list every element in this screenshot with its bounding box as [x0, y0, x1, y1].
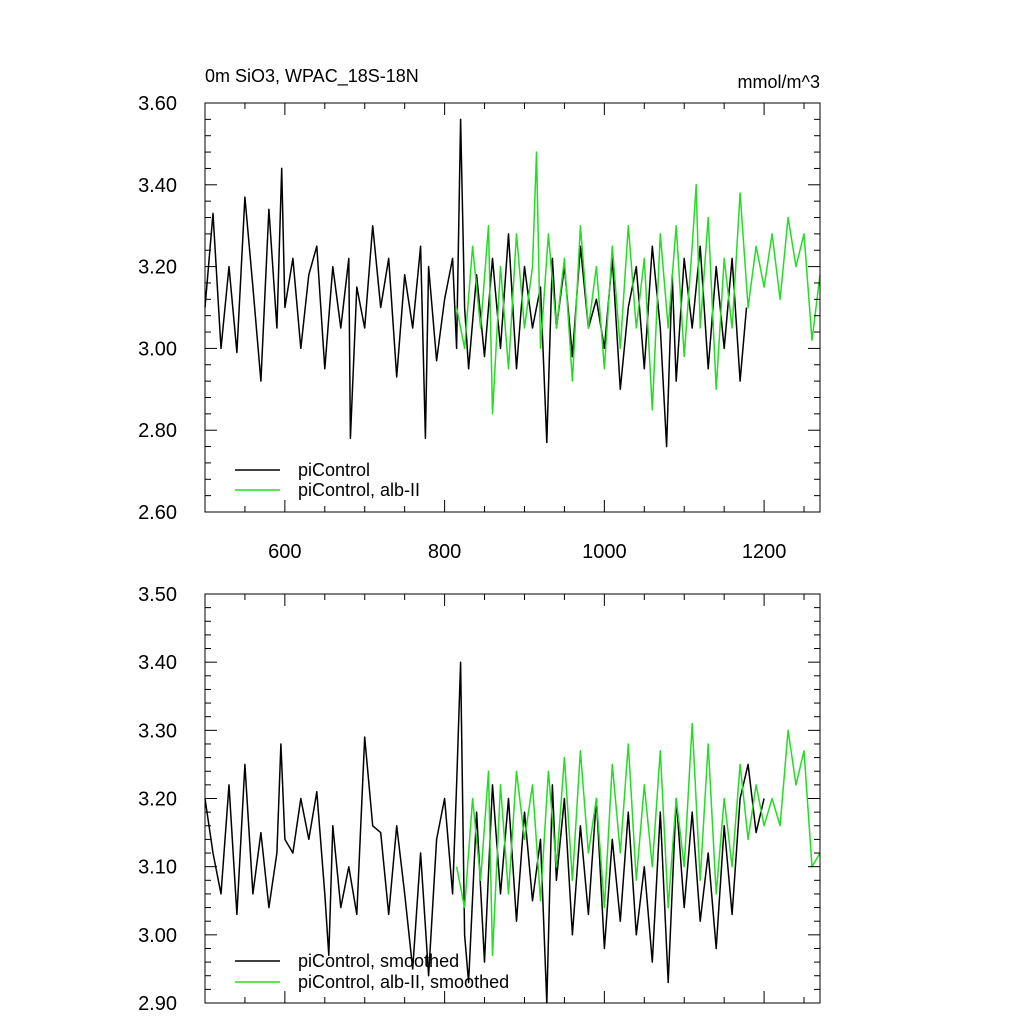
top-x-tick-label: 600	[268, 541, 301, 563]
top-y-tick-label: 3.40	[138, 175, 177, 197]
bottom-series-group	[204, 661, 821, 1004]
bottom-y-tick-label: 3.10	[138, 857, 177, 879]
bottom-y-tick-label: 3.50	[138, 584, 177, 606]
top-series-line-1	[455, 151, 821, 415]
legend-label-picontrol-alb-ii-smoothed: piControl, alb-II, smoothed	[298, 972, 509, 992]
units-label: mmol/m^3	[738, 72, 820, 92]
top-y-tick-label: 2.80	[138, 420, 177, 442]
bottom-panel: 2.90 3.00 3.10 3.20 3.30 3.40 3.50 piControl, …	[138, 584, 821, 1015]
legend-label-picontrol-alb-ii: piControl, alb-II	[298, 480, 420, 500]
top-y-tick-label: 3.20	[138, 257, 177, 279]
legend-label-picontrol-smoothed: piControl, smoothed	[298, 951, 459, 971]
bottom-y-tick-label: 3.20	[138, 789, 177, 811]
top-panel: 0m SiO3, WPAC_18S-18N mmol/m^3 2.60 2.80 3…	[138, 66, 821, 563]
bottom-y-tick-label: 3.30	[138, 720, 177, 742]
bottom-y-tick-label: 3.00	[138, 925, 177, 947]
legend-label-picontrol: piControl	[298, 460, 370, 480]
top-y-tick-label: 2.60	[138, 502, 177, 524]
bottom-legend: piControl, smoothed piControl, alb-II, s…	[235, 951, 509, 992]
top-x-tick-label: 1000	[582, 541, 627, 563]
bottom-series-line-0	[204, 661, 765, 1004]
top-x-tick-label: 1200	[742, 541, 787, 563]
top-series-group	[204, 118, 821, 448]
top-x-tick-label: 800	[428, 541, 461, 563]
top-ticks: 2.60 2.80 3.00 3.20 3.40 3.60 600 800 1000 1200	[138, 93, 820, 563]
bottom-y-tick-label: 2.90	[138, 993, 177, 1015]
bottom-y-tick-label: 3.40	[138, 652, 177, 674]
top-legend: piControl piControl, alb-II	[235, 460, 420, 500]
bottom-plot-frame	[204, 593, 821, 1004]
top-series-line-0	[204, 118, 748, 448]
top-plot-frame	[204, 102, 821, 513]
top-y-tick-label: 3.00	[138, 338, 177, 360]
chart-title: 0m SiO3, WPAC_18S-18N	[205, 66, 419, 87]
bottom-series-line-1	[455, 722, 821, 957]
top-y-tick-label: 3.60	[138, 93, 177, 115]
